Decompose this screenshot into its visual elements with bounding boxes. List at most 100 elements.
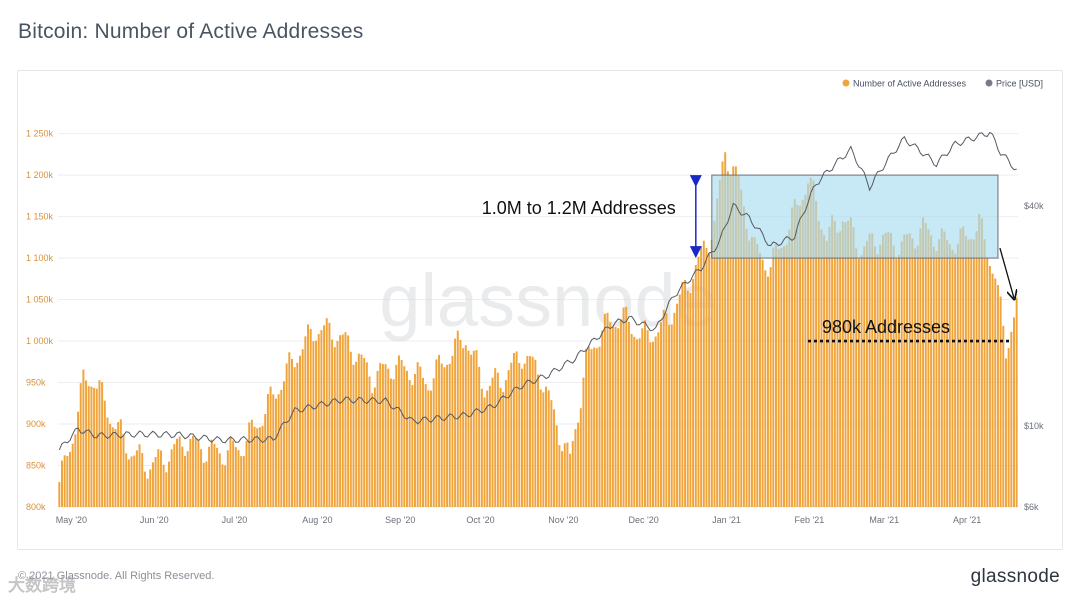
address-bar [999, 296, 1002, 507]
legend-label-price[interactable]: Price [USD] [996, 79, 1043, 89]
left-axis-tick: 950k [26, 378, 46, 388]
address-bar [665, 313, 668, 507]
address-bar [590, 349, 593, 507]
address-bar [138, 444, 141, 507]
price-line [58, 131, 1017, 451]
address-bar [502, 391, 505, 507]
address-bar [662, 309, 665, 507]
address-bar [205, 461, 208, 507]
address-bar [745, 228, 748, 508]
address-bar [617, 328, 620, 507]
address-bar [769, 267, 772, 507]
legend-label-addresses[interactable]: Number of Active Addresses [853, 79, 967, 89]
address-bar [216, 447, 219, 507]
address-bar [315, 340, 318, 507]
address-bar [357, 353, 360, 507]
address-bar [395, 364, 398, 507]
address-bar [791, 207, 794, 507]
address-bar [454, 338, 457, 507]
address-bar [240, 456, 243, 507]
address-bar [202, 462, 205, 507]
address-bar [277, 394, 280, 507]
address-bar [250, 419, 253, 507]
drop-arrow [999, 247, 1014, 298]
address-bar [371, 393, 374, 507]
price-line-path [58, 131, 1017, 451]
address-bar [192, 435, 195, 507]
address-bar [914, 248, 917, 507]
address-bar [143, 471, 146, 507]
address-bar [430, 390, 433, 507]
address-bar [125, 453, 128, 507]
x-axis-tick: Oct '20 [466, 515, 494, 525]
address-bar [518, 363, 521, 507]
address-bar [157, 449, 160, 507]
address-bar [689, 292, 692, 507]
address-bar [272, 394, 275, 507]
address-bar [932, 246, 935, 507]
address-bar [462, 348, 465, 507]
address-bar [927, 229, 930, 507]
address-bar [638, 338, 641, 507]
address-bar [384, 364, 387, 507]
address-bar [467, 350, 470, 507]
address-bar [986, 257, 989, 507]
address-bar [87, 386, 90, 507]
glassnode-logo[interactable]: glassnode [970, 566, 1060, 587]
address-bar [855, 248, 858, 508]
address-bar [676, 303, 679, 507]
address-bar [561, 451, 564, 507]
address-bar [387, 368, 390, 507]
address-bar [365, 362, 368, 507]
address-bar [868, 233, 871, 507]
legend-swatch-price [985, 79, 993, 87]
address-bar [879, 244, 882, 507]
x-axis-labels: May '20 Jun '20 Jul '20 Aug '20 Sep '20 Oct '… [56, 515, 982, 525]
address-bar [799, 205, 802, 507]
address-bar [218, 453, 221, 507]
address-bar [221, 464, 224, 507]
address-bar [106, 417, 109, 507]
address-bar [812, 180, 815, 507]
address-bar [996, 285, 999, 507]
address-bar [574, 429, 577, 507]
address-bar [61, 460, 63, 507]
address-bar [558, 445, 561, 507]
address-bar [593, 347, 596, 507]
address-bar [256, 428, 259, 507]
address-bar [63, 455, 66, 507]
address-bar [684, 280, 687, 507]
address-bar [710, 239, 713, 507]
address-bar [649, 342, 652, 507]
address-bar [622, 307, 625, 507]
address-bar [881, 234, 884, 507]
address-bar [226, 450, 229, 507]
corner-watermark: 大数跨境 [8, 576, 76, 595]
address-bar [274, 398, 277, 507]
address-bar [79, 383, 82, 507]
address-bar [865, 241, 868, 507]
address-bar [609, 322, 612, 507]
right-axis-tick: $6k [1024, 502, 1039, 512]
address-bar [611, 326, 614, 507]
address-bar [903, 234, 906, 507]
address-bar [1010, 331, 1013, 507]
address-bar [293, 367, 296, 507]
annotation-level-label: 980k Addresses [822, 317, 950, 337]
address-bar [577, 422, 580, 507]
address-bar [504, 380, 507, 507]
address-bar [852, 227, 855, 507]
address-bar [520, 368, 523, 507]
x-axis-tick: Feb '21 [795, 515, 825, 525]
address-bar [208, 446, 211, 507]
address-bar [542, 392, 545, 507]
address-bar [213, 443, 216, 507]
address-bar [585, 348, 588, 507]
address-bar [582, 377, 585, 507]
address-bar [499, 387, 502, 507]
address-bar [748, 240, 751, 507]
address-bar [341, 334, 344, 507]
right-axis-tick: $40k [1024, 201, 1044, 211]
address-bar [702, 240, 705, 507]
address-bar [85, 380, 88, 507]
